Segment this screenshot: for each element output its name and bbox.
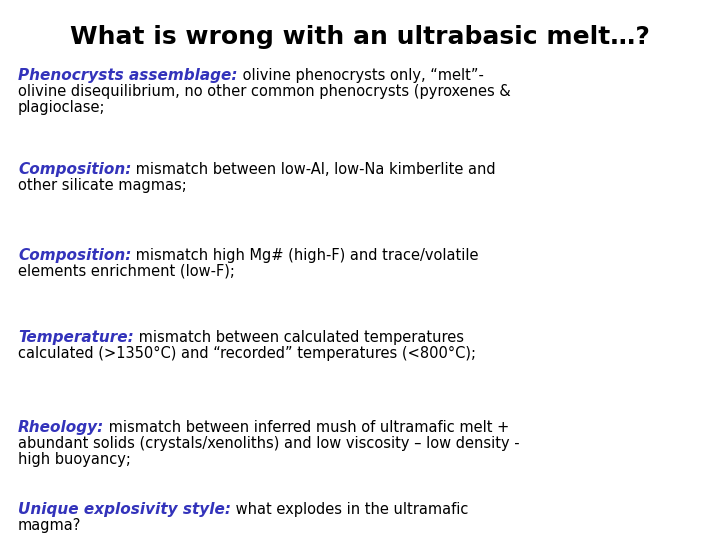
Text: Composition:: Composition: bbox=[18, 248, 131, 263]
Text: Phenocrysts assemblage:: Phenocrysts assemblage: bbox=[18, 68, 238, 83]
Text: mismatch between calculated temperatures: mismatch between calculated temperatures bbox=[134, 330, 464, 345]
Text: olivine disequilibrium, no other common phenocrysts (pyroxenes &: olivine disequilibrium, no other common … bbox=[18, 84, 510, 99]
Text: elements enrichment (low-F);: elements enrichment (low-F); bbox=[18, 264, 235, 279]
Text: high buoyancy;: high buoyancy; bbox=[18, 452, 131, 467]
Text: What is wrong with an ultrabasic melt…?: What is wrong with an ultrabasic melt…? bbox=[70, 25, 650, 49]
Text: calculated (>1350°C) and “recorded” temperatures (<800°C);: calculated (>1350°C) and “recorded” temp… bbox=[18, 346, 476, 361]
Text: what explodes in the ultramafic: what explodes in the ultramafic bbox=[231, 502, 469, 517]
Text: Composition:: Composition: bbox=[18, 162, 131, 177]
Text: mismatch between inferred mush of ultramafic melt +: mismatch between inferred mush of ultram… bbox=[104, 420, 510, 435]
Text: Unique explosivity style:: Unique explosivity style: bbox=[18, 502, 231, 517]
Text: mismatch between low-Al, low-Na kimberlite and: mismatch between low-Al, low-Na kimberli… bbox=[131, 162, 496, 177]
Text: Rheology:: Rheology: bbox=[18, 420, 104, 435]
Text: plagioclase;: plagioclase; bbox=[18, 100, 106, 115]
Text: mismatch high Mg# (high-F) and trace/volatile: mismatch high Mg# (high-F) and trace/vol… bbox=[131, 248, 479, 263]
Text: magma?: magma? bbox=[18, 518, 81, 533]
Text: olivine phenocrysts only, “melt”-: olivine phenocrysts only, “melt”- bbox=[238, 68, 483, 83]
Text: Temperature:: Temperature: bbox=[18, 330, 134, 345]
Text: other silicate magmas;: other silicate magmas; bbox=[18, 178, 186, 193]
Text: abundant solids (crystals/xenoliths) and low viscosity – low density -: abundant solids (crystals/xenoliths) and… bbox=[18, 436, 520, 451]
